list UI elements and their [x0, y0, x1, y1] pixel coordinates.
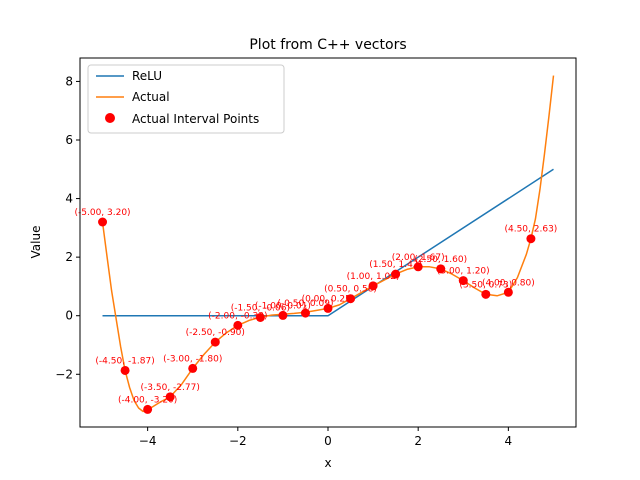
legend-label-actual: Actual: [132, 90, 170, 104]
data-label: (-0.50, 0.09): [277, 299, 333, 309]
data-point: [481, 289, 491, 299]
data-label: (0.50, 0.58): [324, 285, 377, 295]
data-point: [300, 308, 310, 318]
x-axis-title: x: [324, 456, 331, 470]
data-label: (0.00, 0.25): [302, 294, 355, 304]
chart-title: Plot from C++ vectors: [249, 37, 406, 53]
y-tick-label: 0: [65, 309, 73, 323]
data-point: [278, 310, 288, 320]
y-tick-label: 6: [65, 133, 73, 147]
y-axis-title: Value: [29, 226, 43, 259]
data-point: [391, 269, 401, 279]
data-label: (-3.00, -1.80): [163, 354, 222, 364]
legend: ReLU Actual Actual Interval Points: [87, 64, 285, 134]
data-label: (1.50, 1.42): [369, 260, 422, 270]
data-label: (-3.50, -2.77): [141, 383, 200, 393]
data-point: [436, 264, 446, 274]
legend-swatch-points: [105, 113, 115, 123]
data-label: (-2.50, -0.90): [186, 328, 245, 338]
data-point: [210, 337, 220, 347]
data-label: (4.00, 0.80): [482, 278, 535, 288]
y-axis: −2 0 2 4 6 8: [55, 74, 80, 381]
y-tick-label: −2: [55, 367, 73, 381]
data-label: (3.00, 1.20): [437, 267, 490, 277]
data-point: [413, 262, 423, 272]
series-line-relu: [102, 168, 554, 317]
series-line-actual: [101, 75, 555, 413]
data-point: [143, 404, 153, 414]
data-label: (-1.00, 0.01): [255, 301, 311, 311]
x-tick-label: 0: [324, 434, 332, 448]
data-label: (3.50, 0.73): [459, 280, 512, 290]
data-point: [165, 392, 175, 402]
data-point: [98, 217, 108, 227]
legend-label-relu: ReLU: [132, 69, 162, 83]
x-tick-label: 4: [505, 434, 513, 448]
data-point: [526, 234, 536, 244]
data-point: [346, 294, 356, 304]
data-label: (-5.00, 3.20): [75, 208, 131, 218]
legend-box: [87, 64, 285, 134]
data-point: [458, 276, 468, 286]
x-tick-label: −4: [139, 434, 157, 448]
data-label: (4.50, 2.63): [504, 225, 557, 235]
data-label: (-1.50, -0.06): [231, 303, 290, 313]
x-tick-label: 2: [414, 434, 422, 448]
legend-label-points: Actual Interval Points: [132, 112, 259, 126]
y-tick-label: 4: [65, 192, 73, 206]
data-label: (2.00, 1.67): [392, 253, 445, 263]
data-point: [323, 303, 333, 313]
data-point: [368, 281, 378, 291]
data-label: (2.50, 1.60): [414, 255, 467, 265]
y-tick-label: 2: [65, 250, 73, 264]
data-point: [255, 312, 265, 322]
data-point: [233, 320, 243, 330]
data-label: (1.00, 1.02): [347, 272, 400, 282]
data-label: (-4.00, -3.20): [118, 395, 177, 405]
data-label: (-4.50, -1.87): [95, 356, 154, 366]
x-axis: −4 −2 0 2 4: [139, 427, 512, 448]
data-point: [188, 363, 198, 373]
y-tick-label: 8: [65, 74, 73, 88]
data-point: [503, 287, 513, 297]
data-label: (-2.00, -0.33): [208, 311, 267, 321]
data-point: [120, 365, 130, 375]
x-tick-label: −2: [229, 434, 247, 448]
